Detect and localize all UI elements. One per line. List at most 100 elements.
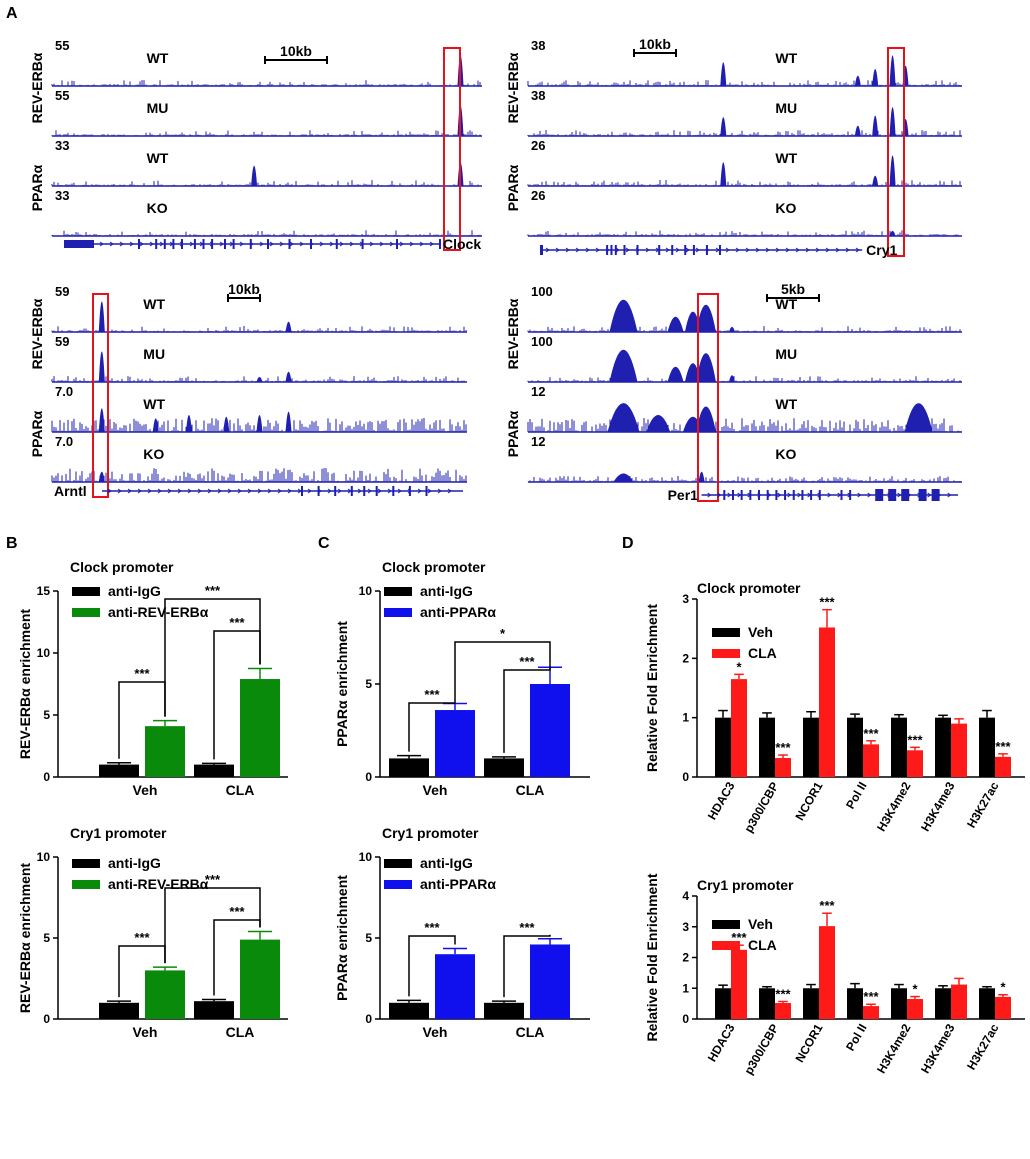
gene-strand-arrow [189, 241, 194, 247]
gene-strand-arrow [377, 488, 382, 494]
gene-strand-arrow [707, 492, 712, 498]
gene-strand-arrow [755, 247, 760, 253]
group-label-ppara: PPARα [505, 164, 521, 211]
gene-strand-arrow [117, 488, 122, 494]
gene-strand-arrow [545, 247, 550, 253]
chart-title: Clock promoter [697, 580, 801, 596]
gene-strand-arrow [139, 241, 144, 247]
gene-exon [163, 239, 166, 249]
gene-exon [224, 239, 226, 249]
track-condition-label: WT [147, 50, 169, 66]
gene-exon [775, 490, 778, 500]
gene-strand-arrow [827, 492, 832, 498]
panel-label-b: B [6, 535, 18, 552]
gene-strand-arrow [797, 492, 802, 498]
gene-strand-arrow [795, 247, 800, 253]
chart-d-cry1: Cry1 promoter 0 1 2 3 4 Relative Fold Enrichme… [644, 873, 1025, 1077]
gene-strand-arrow [379, 241, 384, 247]
gene-strand-arrow [387, 488, 392, 494]
bar-cla [775, 758, 791, 777]
gene-exon [740, 490, 743, 500]
bar-veh [935, 988, 951, 1019]
y-axis-title: Relative Fold Enrichment [644, 604, 660, 772]
track-peak [256, 415, 263, 432]
track-condition-label: MU [147, 100, 169, 116]
gene-strand-arrow [399, 241, 404, 247]
x-tick-label: CLA [516, 782, 545, 798]
y-tick-label: 0 [43, 1012, 50, 1026]
track-signal [527, 180, 961, 186]
track-peak [152, 418, 159, 432]
bar-anti-ppar- [530, 944, 570, 1019]
track-scale-value: 59 [55, 284, 69, 299]
track-peak [251, 165, 258, 186]
gene-strand-arrow [805, 247, 810, 253]
track-condition-label: KO [147, 200, 168, 216]
bar-cla [731, 679, 747, 777]
gene-strand-arrow [867, 492, 872, 498]
track-scale-value: 38 [531, 88, 545, 103]
gene-strand-arrow [419, 241, 424, 247]
gene-exon [363, 486, 366, 496]
gene-exon [614, 245, 617, 255]
chart-title: Clock promoter [70, 559, 174, 575]
x-tick-label: CLA [226, 782, 255, 798]
bar-cla [995, 756, 1011, 777]
track-per1: 5kb REV-ERBα PPARα 100 WT 100 MU 12 WT 12 KO Per1 [505, 281, 962, 503]
legend-swatch [712, 941, 740, 950]
bar-anti-rev-erb- [145, 726, 185, 777]
gene-exon [249, 239, 252, 249]
gene-strand-arrow [585, 247, 590, 253]
track-condition-label: KO [775, 200, 796, 216]
track-signal [527, 476, 961, 482]
bar-veh [715, 988, 731, 1019]
gene-strand-arrow [319, 241, 324, 247]
gene-strand-arrow [147, 488, 152, 494]
group-label-rev-erba: REV-ERBα [505, 52, 521, 123]
gene-exon [64, 240, 94, 248]
gene-exon [801, 490, 804, 500]
gene-exon [211, 239, 214, 249]
bar-cla [907, 750, 923, 777]
track-peak [872, 175, 879, 186]
highlight-box [92, 293, 109, 498]
x-tick-label: NCOR1 [792, 1021, 825, 1065]
bar-anti-igg [194, 1001, 234, 1019]
bar-cla [819, 926, 835, 1019]
gene-strand-arrow [177, 488, 182, 494]
track-scale-value: 33 [55, 188, 69, 203]
legend-swatch [72, 859, 100, 868]
track-peak [728, 326, 735, 332]
gene-exon [610, 245, 613, 255]
bar-anti-ppar- [530, 684, 570, 777]
gene-exon [267, 239, 269, 249]
gene-exon [758, 490, 761, 500]
y-axis-title: REV-ERBα enrichment [17, 609, 33, 760]
bar-veh [891, 988, 907, 1019]
gene-exon [623, 245, 626, 255]
significance-label: *** [205, 583, 221, 598]
bar-anti-igg [389, 758, 429, 777]
x-tick-label: Veh [133, 1024, 158, 1040]
gene-exon [202, 239, 205, 249]
gene-strand-arrow [429, 241, 434, 247]
track-arntl: 10kb REV-ERBα PPARα 59 WT 59 MU 7.0 WT 7.0 KO Arntl [29, 281, 467, 499]
significance-star: *** [819, 595, 835, 610]
y-tick-label: 5 [43, 931, 50, 945]
bar-veh [891, 717, 907, 777]
gene-strand-arrow [129, 241, 134, 247]
legend-swatch [72, 608, 100, 617]
significance-star: *** [907, 732, 923, 747]
legend-label: anti-PPARα [420, 876, 496, 892]
group-label-rev-erba: REV-ERBα [29, 298, 45, 369]
gene-strand-arrow [775, 247, 780, 253]
gene-exon [918, 489, 927, 501]
legend-label: anti-PPARα [420, 604, 496, 620]
track-scale-value: 55 [55, 88, 69, 103]
gene-strand-arrow [239, 241, 244, 247]
track-signal [527, 376, 961, 382]
significance-label: *** [519, 654, 535, 669]
legend-label: anti-REV-ERBα [108, 604, 209, 620]
gene-strand-arrow [107, 488, 112, 494]
track-peak [872, 69, 879, 86]
